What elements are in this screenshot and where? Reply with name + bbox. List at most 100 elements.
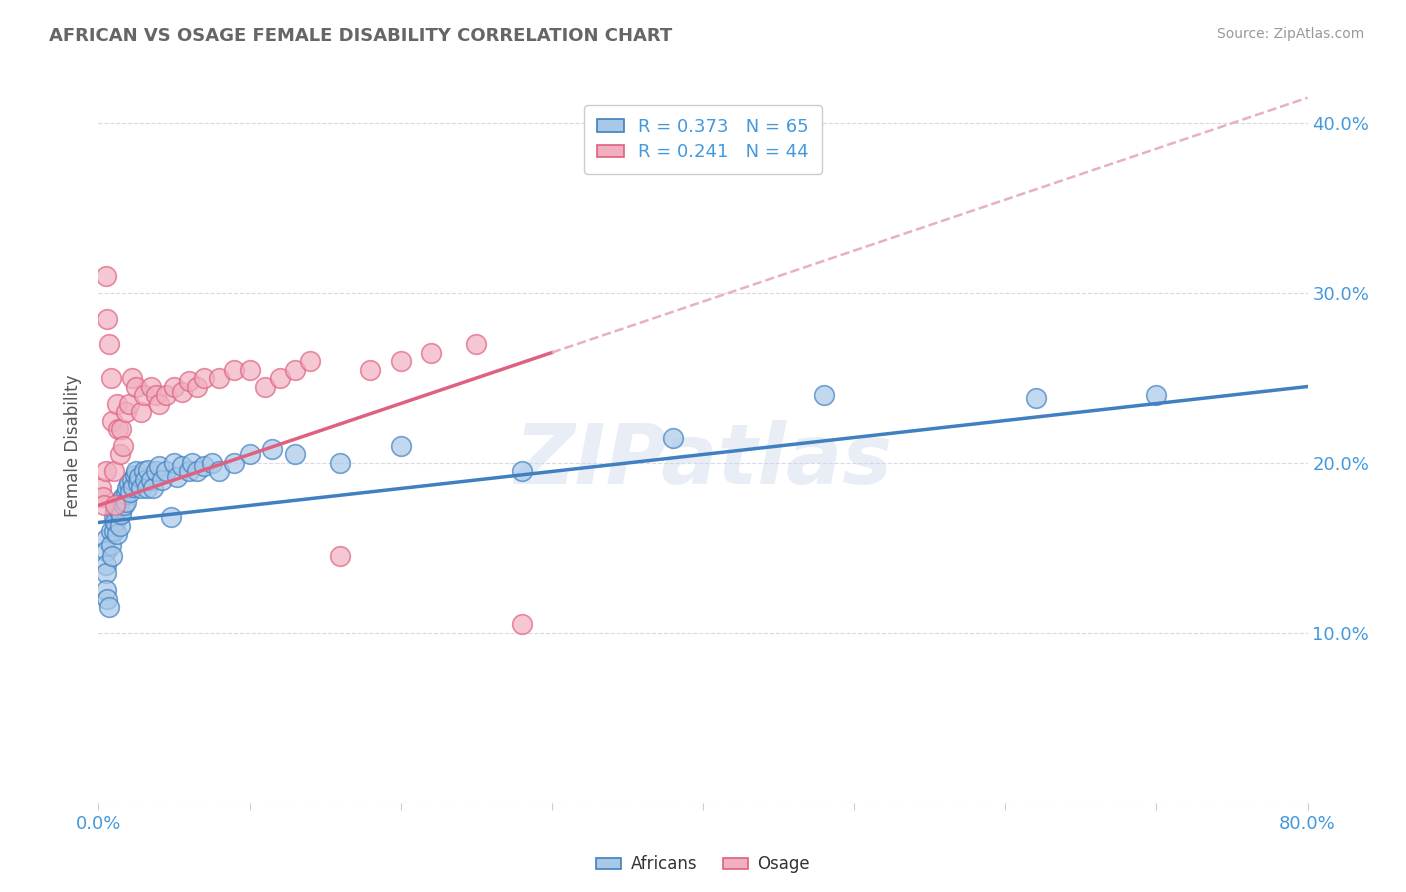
Point bbox=[115, 482, 138, 496]
Legend: Africans, Osage: Africans, Osage bbox=[589, 849, 817, 880]
Point bbox=[163, 456, 186, 470]
Point bbox=[813, 388, 835, 402]
Point bbox=[125, 379, 148, 393]
Point bbox=[129, 405, 152, 419]
Point bbox=[96, 591, 118, 606]
Point bbox=[132, 388, 155, 402]
Point bbox=[108, 507, 131, 521]
Point bbox=[179, 465, 201, 479]
Point bbox=[208, 465, 231, 479]
Point bbox=[98, 600, 121, 615]
Point bbox=[103, 465, 125, 479]
Point bbox=[101, 549, 124, 564]
Point bbox=[111, 439, 134, 453]
Point bbox=[96, 311, 118, 326]
Point bbox=[94, 544, 117, 558]
Point bbox=[661, 430, 683, 444]
Point bbox=[107, 422, 129, 436]
Y-axis label: Female Disability: Female Disability bbox=[65, 375, 83, 517]
Point bbox=[112, 499, 135, 513]
Point bbox=[114, 486, 136, 500]
Point bbox=[284, 448, 307, 462]
Point bbox=[148, 459, 170, 474]
Point bbox=[389, 354, 412, 368]
Point bbox=[104, 503, 127, 517]
Point bbox=[110, 507, 132, 521]
Point bbox=[100, 524, 122, 538]
Point bbox=[101, 413, 124, 427]
Point bbox=[239, 362, 262, 376]
Point bbox=[142, 482, 165, 496]
Point bbox=[128, 469, 150, 483]
Point bbox=[253, 379, 276, 393]
Point bbox=[179, 375, 201, 389]
Point bbox=[94, 465, 117, 479]
Point bbox=[224, 362, 246, 376]
Point bbox=[129, 482, 152, 496]
Point bbox=[121, 371, 143, 385]
Point bbox=[127, 476, 149, 491]
Point bbox=[122, 480, 145, 494]
Point bbox=[170, 384, 193, 399]
Point bbox=[141, 473, 163, 487]
Point bbox=[329, 549, 352, 564]
Point bbox=[94, 269, 117, 284]
Point bbox=[239, 448, 262, 462]
Point bbox=[262, 442, 284, 457]
Point bbox=[224, 456, 246, 470]
Point bbox=[141, 379, 163, 393]
Point bbox=[284, 362, 307, 376]
Point bbox=[510, 617, 533, 632]
Point bbox=[155, 465, 177, 479]
Point bbox=[170, 459, 193, 474]
Point bbox=[186, 379, 208, 393]
Point bbox=[94, 558, 117, 572]
Point bbox=[125, 465, 148, 479]
Point bbox=[420, 345, 443, 359]
Point bbox=[163, 379, 186, 393]
Point bbox=[155, 388, 177, 402]
Point bbox=[110, 493, 132, 508]
Point bbox=[120, 484, 142, 499]
Text: ZIPatlas: ZIPatlas bbox=[515, 420, 891, 500]
Point bbox=[201, 456, 224, 470]
Point bbox=[193, 459, 215, 474]
Point bbox=[465, 337, 488, 351]
Text: Source: ZipAtlas.com: Source: ZipAtlas.com bbox=[1216, 27, 1364, 41]
Point bbox=[103, 510, 125, 524]
Point bbox=[104, 516, 127, 530]
Point bbox=[329, 456, 352, 470]
Point bbox=[93, 499, 115, 513]
Point bbox=[136, 463, 159, 477]
Point bbox=[118, 396, 141, 410]
Point bbox=[105, 396, 128, 410]
Point bbox=[103, 524, 125, 538]
Point bbox=[166, 469, 188, 483]
Point bbox=[150, 473, 173, 487]
Point bbox=[160, 510, 183, 524]
Point bbox=[107, 499, 129, 513]
Point bbox=[90, 482, 112, 496]
Point bbox=[94, 533, 117, 547]
Point bbox=[186, 465, 208, 479]
Point bbox=[360, 362, 382, 376]
Point bbox=[108, 519, 131, 533]
Point bbox=[94, 583, 117, 598]
Point bbox=[118, 476, 141, 491]
Point bbox=[110, 422, 132, 436]
Point bbox=[100, 371, 122, 385]
Point bbox=[104, 499, 127, 513]
Point bbox=[100, 537, 122, 551]
Point bbox=[1144, 388, 1167, 402]
Point bbox=[208, 371, 231, 385]
Point bbox=[124, 467, 146, 482]
Point bbox=[1024, 392, 1046, 406]
Point bbox=[134, 473, 156, 487]
Point bbox=[121, 473, 143, 487]
Point bbox=[135, 482, 157, 496]
Point bbox=[145, 388, 167, 402]
Point bbox=[111, 490, 134, 504]
Point bbox=[389, 439, 412, 453]
Point bbox=[148, 396, 170, 410]
Point bbox=[98, 337, 121, 351]
